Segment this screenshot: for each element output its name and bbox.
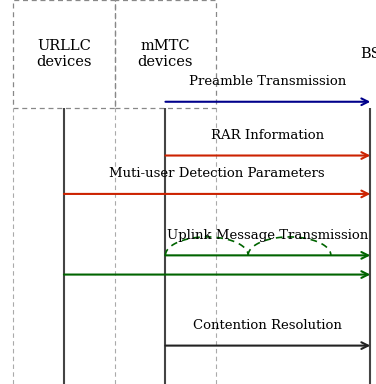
- Bar: [115, 0, 216, 108]
- Bar: [13, 0, 115, 108]
- Text: mMTC
devices: mMTC devices: [138, 39, 193, 69]
- Text: Preamble Transmission: Preamble Transmission: [189, 75, 347, 88]
- Text: Muti-user Detection Parameters: Muti-user Detection Parameters: [109, 167, 325, 180]
- Text: RAR Information: RAR Information: [211, 129, 324, 142]
- Text: Contention Resolution: Contention Resolution: [194, 319, 342, 332]
- Text: BS: BS: [360, 47, 376, 61]
- Text: URLLC
devices: URLLC devices: [36, 39, 92, 69]
- Text: Uplink Message Transmission: Uplink Message Transmission: [167, 229, 368, 242]
